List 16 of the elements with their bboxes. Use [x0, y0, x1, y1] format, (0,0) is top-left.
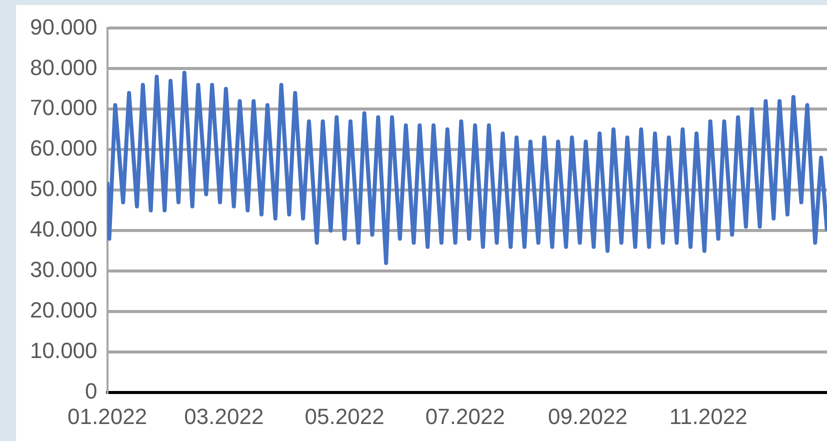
- x-tick-label: 01.2022: [68, 404, 148, 429]
- x-tick-label: 09.2022: [548, 404, 628, 429]
- y-tick-label: 50.000: [30, 176, 98, 202]
- y-tick-label: 90.000: [30, 14, 98, 40]
- x-tick-label: 11.2022: [669, 404, 748, 429]
- y-tick-label: 30.000: [30, 257, 98, 282]
- y-tick-label: 10.000: [30, 338, 98, 364]
- y-tick-label: 60.000: [30, 136, 98, 161]
- y-tick-label: 20.000: [30, 298, 98, 323]
- y-tick-label: 40.000: [30, 216, 98, 242]
- y-tick-label: 0: [85, 378, 98, 404]
- y-tick-label: 70.000: [30, 95, 98, 120]
- x-tick-label: 03.2022: [184, 404, 264, 429]
- x-tick-label: 05.2022: [304, 404, 384, 429]
- x-tick-label: 07.2022: [425, 404, 505, 429]
- y-tick-label: 80.000: [30, 54, 98, 80]
